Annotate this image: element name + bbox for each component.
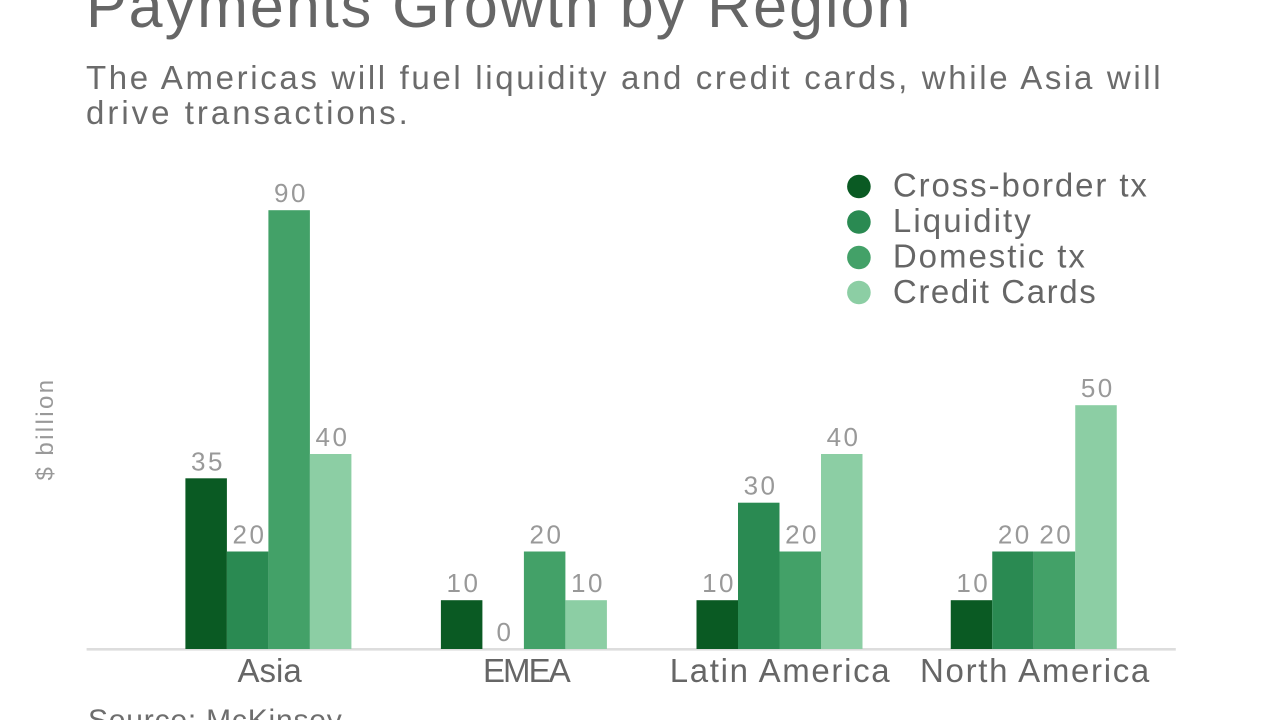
svg-text:drive transactions.: drive transactions. (86, 94, 411, 131)
svg-text:Payments Growth by Region: Payments Growth by Region (86, 0, 912, 40)
svg-text:Latin America: Latin America (670, 652, 892, 689)
svg-text:40: 40 (315, 422, 349, 452)
svg-text:Credit Cards: Credit Cards (893, 273, 1097, 310)
svg-text:10: 10 (956, 568, 990, 598)
svg-text:90: 90 (274, 178, 308, 208)
svg-text:10: 10 (446, 568, 480, 598)
svg-text:10: 10 (702, 568, 736, 598)
svg-text:20: 20 (529, 520, 563, 550)
svg-text:North America: North America (920, 652, 1151, 689)
svg-text:50: 50 (1081, 373, 1115, 403)
svg-text:0: 0 (496, 617, 513, 647)
svg-text:EMEA: EMEA (483, 652, 571, 689)
svg-text:20: 20 (232, 520, 266, 550)
svg-text:20: 20 (1039, 520, 1073, 550)
svg-text:35: 35 (191, 446, 225, 476)
svg-text:10: 10 (571, 568, 605, 598)
svg-text:20: 20 (785, 520, 819, 550)
svg-text:20: 20 (998, 520, 1032, 550)
svg-text:Domestic tx: Domestic tx (893, 238, 1087, 275)
svg-text:40: 40 (827, 422, 861, 452)
svg-text:$ billion: $ billion (32, 378, 59, 481)
svg-text:Asia: Asia (237, 652, 302, 689)
svg-text:Source: McKinsey: Source: McKinsey (88, 704, 343, 720)
svg-text:Liquidity: Liquidity (893, 202, 1033, 239)
svg-text:Cross-border tx: Cross-border tx (893, 167, 1149, 204)
svg-text:The Americas will fuel liquidi: The Americas will fuel liquidity and cre… (86, 59, 1163, 96)
svg-text:30: 30 (744, 471, 778, 501)
